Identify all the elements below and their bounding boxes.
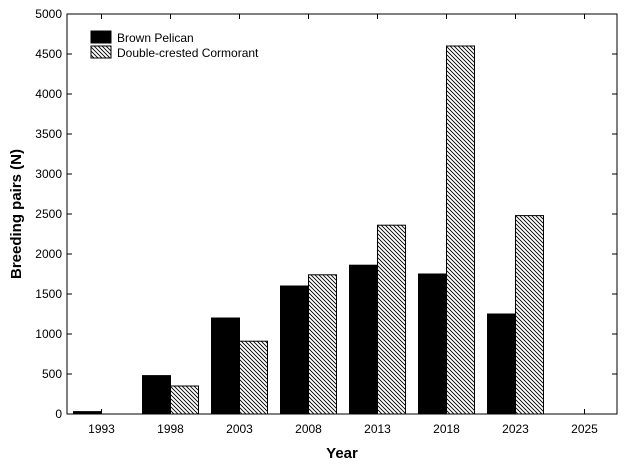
x-tick-label: 2025 <box>571 422 598 436</box>
x-tick-label: 2023 <box>502 422 529 436</box>
y-tick-label: 3500 <box>35 127 62 141</box>
x-axis-title: Year <box>326 445 358 462</box>
legend: Brown Pelican Double-crested Cormorant <box>90 30 259 60</box>
y-tick-label: 4000 <box>35 87 62 101</box>
y-tick-label: 4500 <box>35 47 62 61</box>
y-tick-label: 2500 <box>35 207 62 221</box>
legend-label-brown-pelican: Brown Pelican <box>117 31 194 45</box>
bar-brown-pelican-2018 <box>418 273 447 415</box>
x-tick-label: 2008 <box>295 422 322 436</box>
bar-brown-pelican-1998 <box>142 375 171 415</box>
bar-double-crested-cormorant-2018 <box>446 45 475 415</box>
legend-swatch-brown-pelican <box>90 30 112 44</box>
x-tick-label: 2018 <box>433 422 460 436</box>
x-tick-label: 1993 <box>88 422 115 436</box>
y-axis: 0 500 1000 1500 2000 2500 3000 3500 4000 4500 5000 <box>35 7 617 421</box>
bar-double-crested-cormorant-2008 <box>308 274 337 415</box>
y-tick-label: 500 <box>42 367 62 381</box>
x-tick-label: 2013 <box>364 422 391 436</box>
legend-label-double-crested-cormorant: Double-crested Cormorant <box>117 46 259 60</box>
x-tick-label: 1998 <box>157 422 184 436</box>
y-tick-label: 1000 <box>35 327 62 341</box>
y-tick-label: 1500 <box>35 287 62 301</box>
bar-double-crested-cormorant-2023 <box>515 215 544 415</box>
y-tick-label: 3000 <box>35 167 62 181</box>
legend-swatch-double-crested-cormorant <box>90 45 112 59</box>
y-axis-title: Breeding pairs (N) <box>8 149 25 279</box>
bar-brown-pelican-2023 <box>487 313 516 415</box>
bars-group <box>73 45 544 415</box>
bar-brown-pelican-1993 <box>73 411 102 415</box>
bar-double-crested-cormorant-2003 <box>239 340 268 415</box>
y-tick-label: 2000 <box>35 247 62 261</box>
bar-brown-pelican-2013 <box>349 264 378 415</box>
bar-brown-pelican-2008 <box>280 285 309 415</box>
bar-brown-pelican-2003 <box>211 317 240 415</box>
bar-double-crested-cormorant-1998 <box>170 385 199 415</box>
x-tick-label: 2003 <box>226 422 253 436</box>
bar-double-crested-cormorant-2013 <box>377 224 406 415</box>
y-tick-label: 5000 <box>35 7 62 21</box>
x-axis: 1993 1998 2003 2008 2013 2018 2023 2025 <box>88 14 598 436</box>
y-tick-label: 0 <box>55 407 62 421</box>
